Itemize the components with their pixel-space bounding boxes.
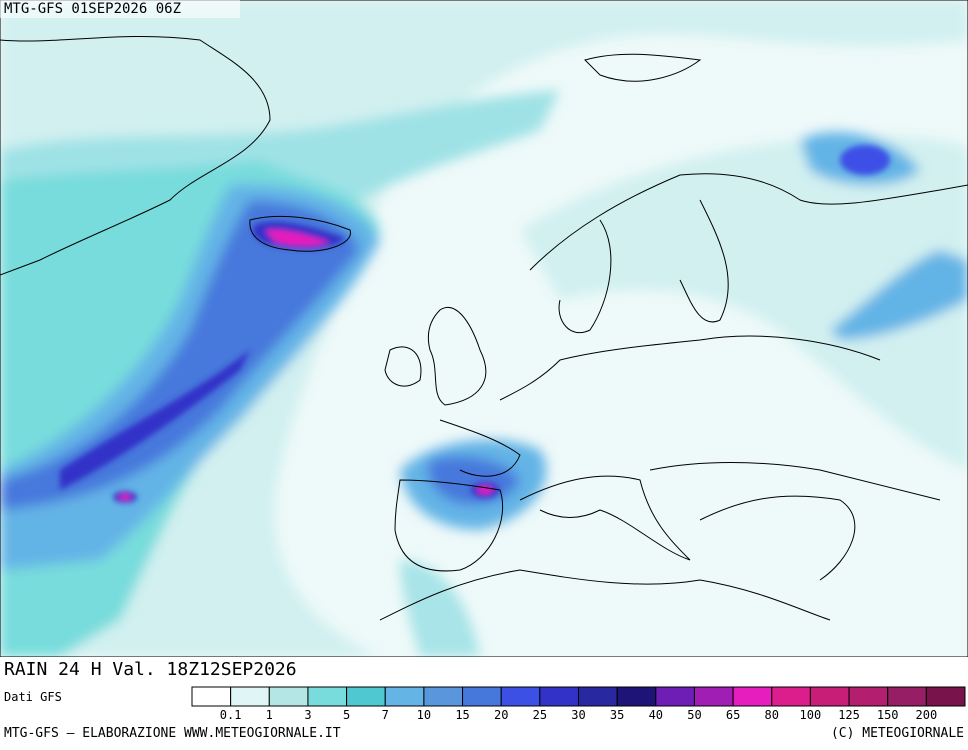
coastlines <box>0 35 968 621</box>
legend-swatch <box>848 686 889 707</box>
footer-left: MTG-GFS — ELABORAZIONE WWW.METEOGIORNALE… <box>4 726 341 741</box>
legend-swatch <box>346 686 386 707</box>
source-label: Dati GFS <box>4 690 62 704</box>
legend-swatch <box>809 686 850 707</box>
legend: 0.1 1 3 5 7 10 15 20 25 30 35 40 50 65 80 100 125 150 200 <box>191 686 966 722</box>
legend-swatch <box>500 686 541 707</box>
legend-swatch <box>771 686 811 707</box>
legend-label: 30 <box>571 708 585 722</box>
legend-swatch <box>539 686 579 707</box>
legend-label: 20 <box>494 708 508 722</box>
legend-label: 40 <box>649 708 663 722</box>
legend-label: 7 <box>382 708 389 722</box>
legend-label: 125 <box>838 708 860 722</box>
legend-swatch <box>578 686 618 707</box>
footer-right: (C) METEOGIORNALE <box>831 726 964 741</box>
legend-label: 150 <box>877 708 899 722</box>
legend-label: 65 <box>726 708 740 722</box>
legend-label: 25 <box>533 708 547 722</box>
legend-label: 100 <box>800 708 822 722</box>
legend-swatch <box>732 686 773 707</box>
legend-swatch <box>693 686 734 707</box>
legend-swatch <box>887 686 927 707</box>
legend-label: 1 <box>266 708 273 722</box>
legend-swatch <box>423 686 464 707</box>
legend-swatch <box>307 686 348 707</box>
title: MTG-GFS 01SEP2026 06Z <box>4 1 181 17</box>
legend-swatch <box>191 686 232 707</box>
legend-label: 10 <box>417 708 431 722</box>
legend-swatch <box>462 686 502 707</box>
legend-label: 3 <box>304 708 311 722</box>
legend-label: 15 <box>455 708 469 722</box>
legend-swatch <box>384 686 425 707</box>
legend-swatch <box>616 686 657 707</box>
map-caption: RAIN 24 H Val. 18Z12SEP2026 <box>4 659 297 680</box>
legend-label: 200 <box>916 708 938 722</box>
legend-label: 0.1 <box>220 708 242 722</box>
legend-label: 80 <box>765 708 779 722</box>
legend-label: 50 <box>687 708 701 722</box>
legend-swatch <box>925 686 966 707</box>
map <box>0 0 968 657</box>
legend-label: 5 <box>343 708 350 722</box>
legend-swatch <box>268 686 309 707</box>
legend-swatch <box>230 686 270 707</box>
legend-swatch <box>655 686 695 707</box>
legend-label: 35 <box>610 708 624 722</box>
